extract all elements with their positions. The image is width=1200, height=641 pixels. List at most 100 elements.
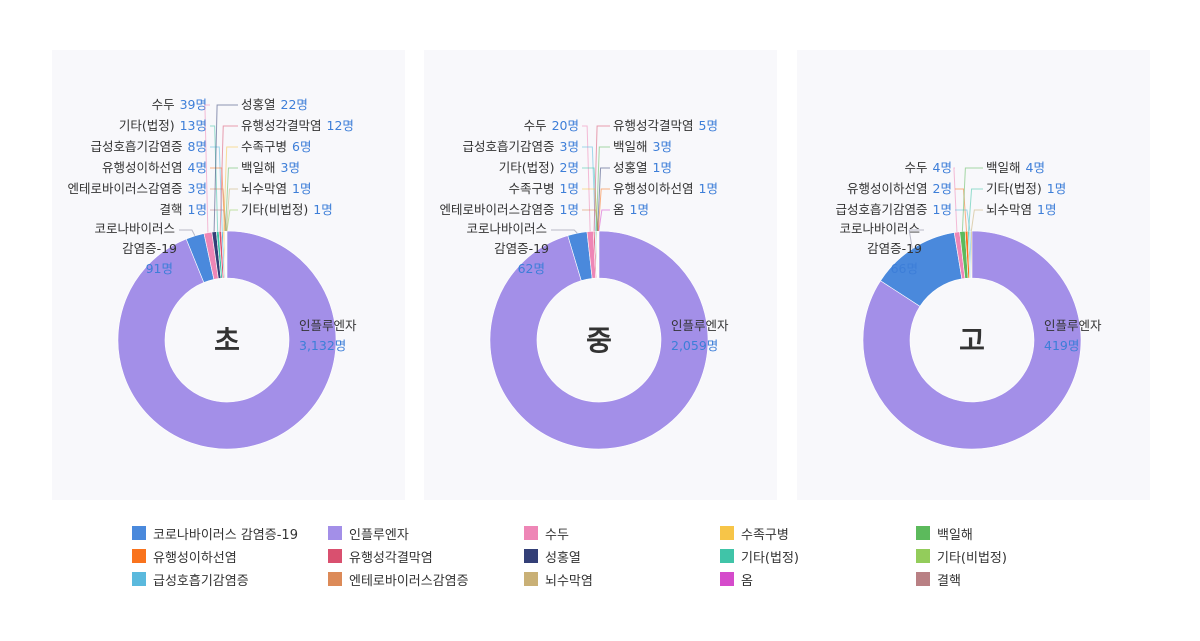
- legend-swatch: [720, 526, 734, 540]
- slice-인플루엔자: [489, 230, 709, 450]
- legend-item-결핵: 결핵: [916, 570, 961, 589]
- leader-백일해: [961, 167, 983, 232]
- leader-옴: [598, 209, 610, 232]
- label-유행성이하선염: 유행성이하선염 1명: [613, 181, 718, 196]
- legend-item-수족구병: 수족구병: [720, 524, 789, 543]
- legend-swatch: [132, 526, 146, 540]
- label-백일해: 백일해 3명: [241, 160, 300, 175]
- label-covid19-line1: 코로나바이러스: [839, 221, 920, 236]
- legend-label: 뇌수막염: [545, 573, 593, 589]
- label-influenza: 인플루엔자: [299, 318, 357, 333]
- label-엔테로바이러스감염증: 엔테로바이러스감염증 1명: [440, 202, 579, 217]
- value-label-covid19: 62명: [518, 261, 545, 276]
- panel-elementary: 초 인플루엔자 3,132명 코로나바이러스 감염증-19 91명 수두 39명 기타(법정) 1…: [52, 50, 405, 500]
- leader-covid19: [908, 229, 924, 249]
- legend-item-유행성각결막염: 유행성각결막염: [328, 547, 433, 566]
- legend-swatch: [720, 572, 734, 586]
- legend-label: 기타(법정): [741, 550, 799, 566]
- legend-swatch: [720, 549, 734, 563]
- legend-swatch: [916, 572, 930, 586]
- leader-유행성각결막염: [593, 125, 610, 232]
- legend-item-성홍열: 성홍열: [524, 547, 581, 566]
- label-결핵: 결핵 1명: [160, 202, 207, 217]
- label-급성호흡기감염증: 급성호흡기감염증 1명: [836, 202, 952, 217]
- legend-item-인플루엔자: 인플루엔자: [328, 524, 409, 543]
- value-label-covid19: 66명: [891, 261, 918, 276]
- label-성홍열: 성홍열 22명: [241, 97, 308, 112]
- leader-뇌수막염: [970, 209, 983, 232]
- label-옴: 옴 1명: [613, 202, 649, 217]
- legend-swatch: [524, 572, 538, 586]
- label-수족구병: 수족구병 1명: [509, 181, 579, 196]
- value-label-influenza: 2,059명: [671, 338, 718, 353]
- legend-swatch: [328, 526, 342, 540]
- value-label-influenza: 3,132명: [299, 338, 346, 353]
- label-뇌수막염: 뇌수막염 1명: [986, 202, 1056, 217]
- legend-label: 엔테로바이러스감염증: [349, 573, 469, 589]
- value-label-covid19: 91명: [146, 261, 173, 276]
- legend-label: 급성호흡기감염증: [153, 573, 249, 589]
- leader-백일해: [224, 167, 238, 232]
- legend-item-뇌수막염: 뇌수막염: [524, 570, 593, 589]
- center-label: 중: [586, 324, 612, 357]
- leader-기타-비법정: [226, 209, 238, 232]
- legend-label: 수두: [545, 527, 569, 543]
- legend-swatch: [328, 549, 342, 563]
- panel-high: 고 인플루엔자 419명 코로나바이러스 감염증-19 66명 수두 4명 유행성이하선염 2명 급…: [797, 50, 1150, 500]
- legend-item-급성호흡기감염증: 급성호흡기감염증: [132, 570, 249, 589]
- leader-수두: [582, 125, 591, 232]
- legend-label: 결핵: [937, 573, 961, 589]
- label-수두: 수두 4명: [905, 160, 952, 175]
- legend-item-기타-비법정: 기타(비법정): [916, 547, 1007, 566]
- label-기타-법정: 기타(법정) 13명: [119, 118, 207, 133]
- legend-swatch: [132, 549, 146, 563]
- slice-인플루엔자: [117, 230, 337, 450]
- leader-수두: [204, 104, 210, 233]
- legend-item-유행성이하선염: 유행성이하선염: [132, 547, 237, 566]
- label-급성호흡기감염증: 급성호흡기감염증 3명: [463, 139, 579, 154]
- legend-label: 인플루엔자: [349, 527, 409, 543]
- legend-label: 유행성이하선염: [153, 550, 237, 566]
- leader-급성호흡기감염증: [582, 146, 596, 232]
- label-기타-비법정: 기타(비법정) 1명: [241, 202, 333, 217]
- label-뇌수막염: 뇌수막염 1명: [241, 181, 311, 196]
- label-백일해: 백일해 4명: [986, 160, 1045, 175]
- label-수두: 수두 20명: [524, 118, 579, 133]
- leader-covid19: [179, 229, 196, 237]
- label-유행성각결막염: 유행성각결막염 5명: [613, 118, 718, 133]
- leader-유행성이하선염: [955, 188, 968, 232]
- label-유행성이하선염: 유행성이하선염 4명: [102, 160, 207, 175]
- label-covid19-line2: 감염증-19: [122, 241, 177, 256]
- label-covid19-line2: 감염증-19: [494, 241, 549, 256]
- leader-유행성각결막염: [219, 125, 238, 232]
- leader-유행성이하선염: [597, 188, 610, 232]
- legend-swatch: [132, 572, 146, 586]
- legend-label: 코로나바이러스 감염증-19: [153, 527, 298, 543]
- label-수족구병: 수족구병 6명: [241, 139, 311, 154]
- legend-item-수두: 수두: [524, 524, 569, 543]
- label-influenza: 인플루엔자: [671, 318, 729, 333]
- legend-label: 백일해: [937, 527, 973, 543]
- leader-백일해: [595, 146, 610, 232]
- leader-기타-법정: [968, 188, 983, 232]
- label-covid19-line1: 코로나바이러스: [94, 221, 175, 236]
- legend-item-covid19: 코로나바이러스 감염증-19: [132, 524, 298, 543]
- value-label-influenza: 419명: [1044, 338, 1079, 353]
- legend-swatch: [328, 572, 342, 586]
- label-유행성각결막염: 유행성각결막염 12명: [241, 118, 354, 133]
- legend-label: 유행성각결막염: [349, 550, 433, 566]
- panel-middle: 중 인플루엔자 2,059명 코로나바이러스 감염증-19 62명 수두 20명 급성호흡기감염…: [424, 50, 777, 500]
- legend-label: 기타(비법정): [937, 550, 1007, 566]
- label-급성호흡기감염증: 급성호흡기감염증 8명: [91, 139, 207, 154]
- leader-수족구병: [223, 146, 238, 232]
- legend-swatch: [524, 549, 538, 563]
- label-influenza: 인플루엔자: [1044, 318, 1102, 333]
- label-엔테로바이러스감염증: 엔테로바이러스감염증 3명: [68, 181, 207, 196]
- leader-성홍열: [597, 167, 610, 232]
- legend-label: 성홍열: [545, 550, 581, 566]
- label-기타-법정: 기타(법정) 2명: [499, 160, 579, 175]
- legend-item-기타-법정: 기타(법정): [720, 547, 799, 566]
